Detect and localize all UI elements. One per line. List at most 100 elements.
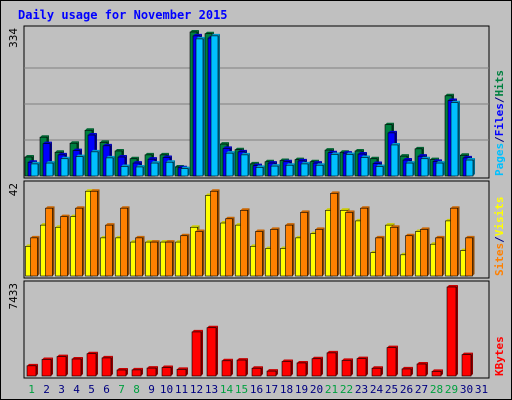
bar-pages-day-30 <box>465 158 475 177</box>
x-tick-label-24: 24 <box>370 383 384 396</box>
x-tick-label-31: 31 <box>475 383 488 396</box>
bar-kbytes-day-9 <box>146 366 158 377</box>
legend-top-4: Hits <box>493 70 506 97</box>
bar-pages-day-28 <box>435 161 445 177</box>
bar-kbytes-day-30 <box>461 352 473 377</box>
bar-sites-day-28 <box>435 235 445 277</box>
panel-mid-legend: Sites/Visits <box>493 197 506 277</box>
bar-kbytes-day-28 <box>431 369 443 377</box>
x-tick-label-23: 23 <box>355 383 368 396</box>
x-tick-label-8: 8 <box>133 383 140 396</box>
bar-pages-day-19 <box>300 161 310 177</box>
x-tick-label-4: 4 <box>73 383 80 396</box>
x-tick-label-16: 16 <box>250 383 263 396</box>
legend-mid-2: Visits <box>493 197 506 237</box>
bar-sites-day-7 <box>120 206 130 277</box>
bar-pages-day-1 <box>30 161 40 177</box>
bar-kbytes-day-20 <box>311 356 323 377</box>
bar-kbytes-day-13 <box>206 325 218 377</box>
bar-kbytes-day-29 <box>446 285 458 377</box>
bar-sites-day-30 <box>465 235 475 277</box>
bar-kbytes-day-6 <box>101 355 113 377</box>
bar-sites-day-3 <box>60 214 70 277</box>
bar-sites-day-21 <box>330 191 340 277</box>
bar-kbytes-day-8 <box>131 367 143 377</box>
bar-sites-day-10 <box>165 240 175 277</box>
bar-sites-day-14 <box>225 216 235 277</box>
bar-sites-day-11 <box>180 233 190 277</box>
legend-bottom-0: KBytes <box>493 336 506 376</box>
x-tick-label-20: 20 <box>310 383 323 396</box>
bar-sites-day-2 <box>45 206 55 277</box>
x-tick-label-15: 15 <box>235 383 248 396</box>
bar-pages-day-27 <box>420 156 430 177</box>
bar-pages-day-16 <box>255 165 265 177</box>
bar-sites-day-22 <box>345 210 355 277</box>
x-tick-label-10: 10 <box>160 383 173 396</box>
x-tick-label-14: 14 <box>220 383 234 396</box>
bar-pages-day-10 <box>165 160 175 177</box>
bar-pages-day-8 <box>135 164 145 177</box>
x-tick-label-21: 21 <box>325 383 338 396</box>
bar-pages-day-7 <box>120 164 130 177</box>
bar-pages-day-13 <box>210 33 220 177</box>
bar-sites-day-26 <box>405 233 415 277</box>
bar-kbytes-day-19 <box>296 360 308 377</box>
x-tick-label-19: 19 <box>295 383 308 396</box>
bar-sites-day-18 <box>285 223 295 277</box>
bar-sites-day-16 <box>255 229 265 277</box>
panel-top-legend: Pages/Files/Hits <box>493 70 506 176</box>
x-tick-label-26: 26 <box>400 383 413 396</box>
bar-sites-day-23 <box>360 206 370 277</box>
bar-pages-day-29 <box>450 100 460 177</box>
bar-sites-day-1 <box>30 235 40 277</box>
bar-kbytes-day-22 <box>341 358 353 377</box>
bar-sites-day-4 <box>75 206 85 277</box>
bar-pages-day-14 <box>225 151 235 177</box>
panel-bottom-ymax-label: 7433 <box>7 283 20 310</box>
bar-pages-day-25 <box>390 142 400 177</box>
bar-pages-day-12 <box>195 36 205 177</box>
bar-sites-day-17 <box>270 227 280 277</box>
bar-kbytes-day-23 <box>356 356 368 377</box>
bar-kbytes-day-26 <box>401 366 413 377</box>
bar-kbytes-day-18 <box>281 359 293 377</box>
bar-kbytes-day-3 <box>56 354 68 377</box>
x-tick-label-30: 30 <box>460 383 473 396</box>
x-tick-label-17: 17 <box>265 383 278 396</box>
x-tick-label-22: 22 <box>340 383 353 396</box>
bar-pages-day-9 <box>150 161 160 177</box>
bar-sites-day-5 <box>90 189 100 277</box>
bar-kbytes-day-15 <box>236 358 248 377</box>
bar-sites-day-12 <box>195 229 205 277</box>
bar-kbytes-day-2 <box>41 357 53 377</box>
x-tick-label-7: 7 <box>118 383 125 396</box>
bar-sites-day-25 <box>390 225 400 277</box>
panel-bottom-legend: KBytes <box>493 336 506 376</box>
bar-sites-day-27 <box>420 227 430 277</box>
bar-pages-day-24 <box>375 164 385 177</box>
legend-top-2: Files <box>493 103 506 136</box>
x-tick-label-3: 3 <box>58 383 65 396</box>
bar-kbytes-day-7 <box>116 368 128 377</box>
chart-title: Daily usage for November 2015 <box>18 8 228 22</box>
bar-pages-day-18 <box>285 163 295 177</box>
bar-sites-day-15 <box>240 208 250 277</box>
x-tick-label-18: 18 <box>280 383 293 396</box>
x-tick-label-9: 9 <box>148 383 155 396</box>
legend-top-1: / <box>493 136 506 143</box>
bar-pages-day-5 <box>90 149 100 177</box>
bar-sites-day-20 <box>315 227 325 277</box>
bar-sites-day-8 <box>135 235 145 277</box>
panel-bottom-area <box>23 280 490 379</box>
bar-kbytes-day-5 <box>86 351 98 377</box>
legend-mid-1: / <box>493 236 506 243</box>
x-tick-label-27: 27 <box>415 383 428 396</box>
bar-pages-day-17 <box>270 164 280 177</box>
bar-pages-day-20 <box>315 163 325 177</box>
bar-pages-day-22 <box>345 152 355 177</box>
x-tick-label-12: 12 <box>190 383 203 396</box>
bar-kbytes-day-16 <box>251 366 263 377</box>
bar-pages-day-15 <box>240 152 250 177</box>
